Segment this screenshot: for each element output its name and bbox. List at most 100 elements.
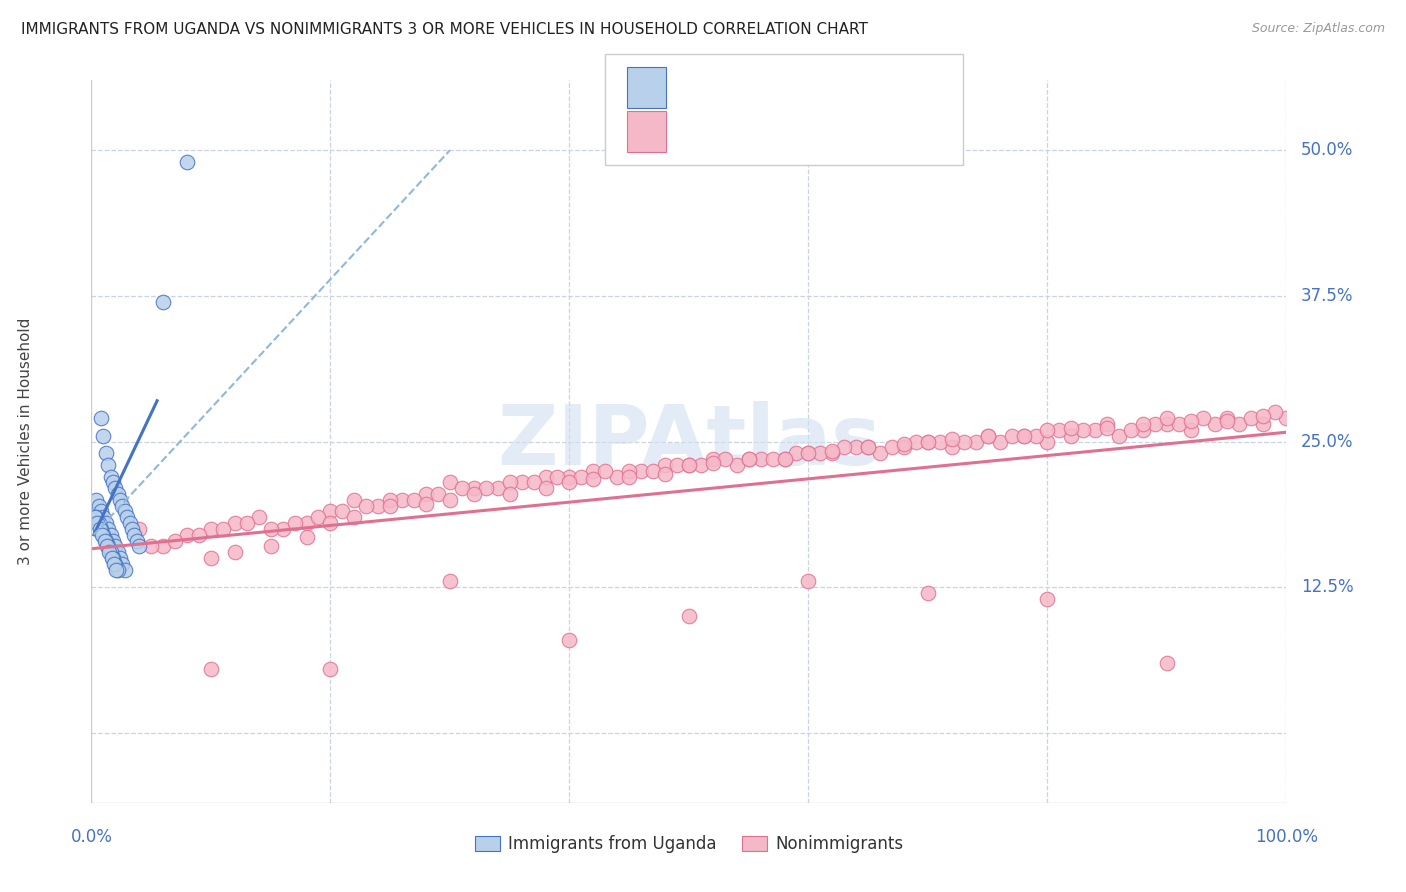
Point [91,528,114,542]
Point [749,452,772,467]
Point [86,516,108,530]
Point [1119,423,1142,437]
Point [486,481,509,495]
Point [89,522,111,536]
Point [87,499,110,513]
Point [510,475,533,490]
Point [1071,423,1094,437]
Text: 12.5%: 12.5% [1301,578,1354,596]
Point [200,522,222,536]
Point [307,510,329,524]
Point [593,464,616,478]
Point [295,516,318,530]
Point [1036,434,1059,449]
Point [271,522,294,536]
Point [678,609,700,624]
Point [773,452,796,467]
Text: 25.0%: 25.0% [1301,433,1354,450]
Point [84,510,107,524]
Point [714,452,737,467]
Point [124,528,146,542]
Point [439,574,461,589]
Text: N =: N = [769,78,817,96]
Point [917,434,939,449]
Point [235,516,259,530]
Point [953,434,976,449]
Text: 0.317: 0.317 [716,78,772,96]
Point [463,487,485,501]
Point [463,481,485,495]
Point [666,458,689,472]
Point [737,452,759,467]
Point [367,499,389,513]
Point [689,458,711,472]
Point [534,481,557,495]
Point [1264,405,1286,419]
Point [90,504,112,518]
Point [101,551,124,566]
Point [988,434,1011,449]
Point [100,551,122,566]
Point [1215,413,1237,427]
Point [893,437,915,451]
Point [845,441,868,455]
Point [619,464,641,478]
Point [100,545,122,559]
Point [415,498,437,512]
Point [90,522,112,536]
Text: R =: R = [673,122,710,140]
Point [107,487,129,501]
Point [319,504,342,518]
Point [1156,411,1178,425]
Point [773,452,796,467]
Point [976,428,998,442]
Point [1192,411,1215,425]
Point [821,446,844,460]
Point [93,528,114,542]
Point [880,441,904,455]
Point [1275,411,1298,425]
Point [87,516,110,530]
Point [498,475,520,490]
Point [558,475,581,490]
Point [630,464,652,478]
Point [108,492,131,507]
Point [200,662,222,676]
Point [107,545,129,559]
Point [941,441,963,455]
Point [284,516,307,530]
Point [1132,417,1154,431]
Point [1251,417,1274,431]
Point [343,492,366,507]
Point [152,294,174,309]
Point [761,452,783,467]
Point [319,516,342,530]
Point [439,475,461,490]
Point [187,528,211,542]
Point [103,557,125,571]
Point [211,522,233,536]
Text: N =: N = [769,122,817,140]
Point [259,522,281,536]
Point [941,432,963,446]
Point [176,154,198,169]
Text: R =: R = [673,78,710,96]
Point [128,540,150,554]
Point [439,492,461,507]
Point [582,472,605,486]
Text: Source: ZipAtlas.com: Source: ZipAtlas.com [1251,22,1385,36]
Point [114,504,136,518]
Point [200,551,222,566]
Point [450,481,472,495]
Point [101,475,124,490]
Point [1167,417,1189,431]
Point [96,540,118,554]
Point [1215,411,1237,425]
Point [856,441,880,455]
Point [94,516,117,530]
Text: 0.346: 0.346 [716,122,772,140]
Point [976,428,998,442]
Point [343,510,366,524]
Point [797,446,820,460]
Point [1251,409,1274,423]
